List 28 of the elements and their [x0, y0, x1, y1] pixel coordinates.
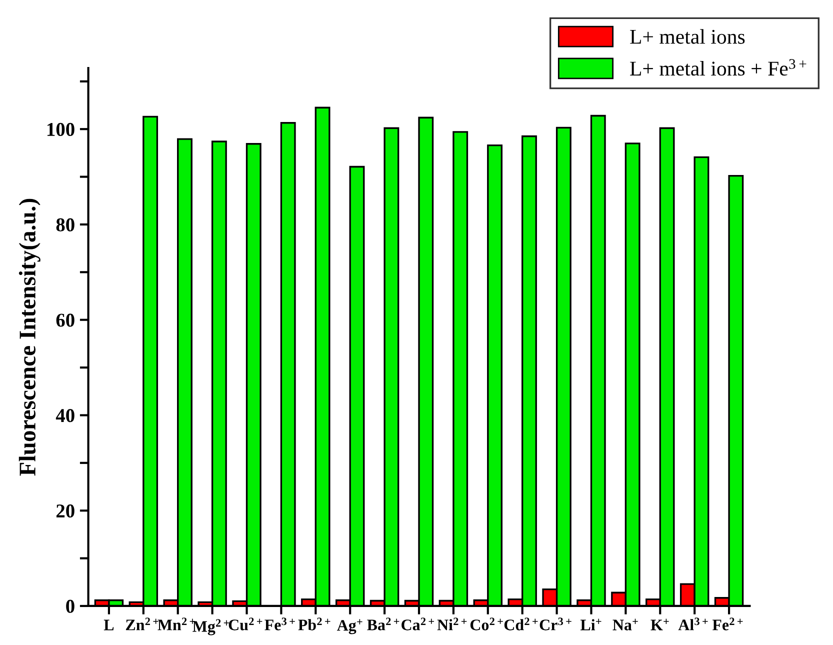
x-tick-label: Fe$^{2+}$	[712, 618, 743, 630]
x-tick-label: Ca$^{2+}$	[402, 618, 434, 630]
x-tick-label: K$^{+}$	[650, 618, 669, 630]
x-tick-label: Li$^{+}$	[580, 618, 602, 630]
x-tick-label: L	[104, 620, 114, 630]
x-tick-label: Fe$^{3+}$	[264, 618, 295, 630]
legend-label: L+ metal ions	[630, 29, 745, 44]
y-axis-title: Fluorescence Intensity(a.u.)	[18, 198, 40, 476]
x-tick-label: Co$^{2+}$	[470, 618, 503, 630]
y-tick-label: 100	[47, 122, 74, 136]
x-tick-label: Na$^{+}$	[612, 618, 638, 630]
y-tick-label: 80	[56, 218, 74, 232]
x-tick-label: Cd$^{2+}$	[504, 618, 538, 630]
x-tick-label: Ag$^{+}$	[337, 619, 362, 634]
x-tick-label: Cu$^{2+}$	[228, 618, 262, 630]
x-tick-label: Mn$^{2+}$	[158, 618, 196, 630]
y-tick-label: 40	[56, 409, 74, 422]
y-tick-label: 20	[56, 504, 74, 518]
x-tick-label: Zn$^{2+}$	[126, 618, 158, 630]
x-tick-label: Al$^{3+}$	[678, 618, 708, 630]
x-tick-label: Cr$^{3+}$	[540, 618, 572, 630]
legend-label: L+ metal ions + Fe$^{3+}$	[630, 59, 806, 76]
y-tick-label: 0	[66, 600, 74, 613]
x-tick-label: Ba$^{2+}$	[367, 618, 400, 630]
x-tick-label: Mg$^{2+}$	[192, 619, 230, 636]
x-tick-label: Pb$^{2+}$	[298, 618, 330, 630]
y-tick-label: 60	[56, 314, 74, 327]
x-tick-label: Ni$^{2+}$	[437, 618, 467, 630]
